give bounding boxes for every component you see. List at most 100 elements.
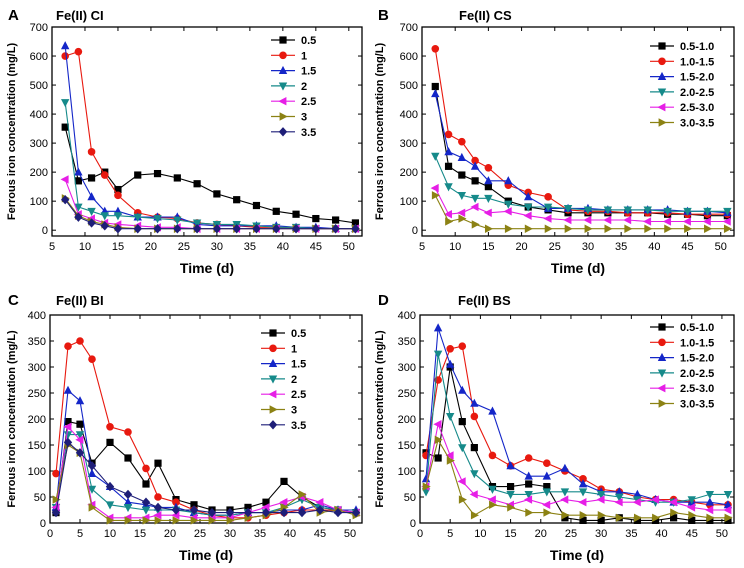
data-point (106, 438, 114, 446)
data-point (52, 469, 60, 478)
data-point (470, 202, 479, 212)
y-tick-label: 400 (400, 109, 418, 121)
data-point (315, 505, 325, 515)
legend-label: 1 (291, 343, 297, 355)
data-point (560, 495, 569, 504)
y-tick-label: 50 (404, 492, 416, 504)
data-point (192, 219, 202, 228)
data-point (87, 192, 96, 201)
legend-item: 1.0-1.5 (650, 337, 714, 349)
data-point (434, 454, 442, 462)
legend-item: 2.5-3.0 (650, 102, 714, 114)
data-point (76, 420, 84, 428)
data-point (446, 345, 454, 353)
data-point (75, 396, 85, 405)
series-1.5 (51, 385, 361, 519)
data-point (292, 210, 300, 218)
data-point (88, 503, 97, 512)
y-tick-label: 0 (42, 225, 48, 237)
series-0.5 (52, 418, 360, 517)
data-point (193, 180, 201, 188)
data-point (506, 483, 515, 491)
legend-label: 1.0-1.5 (680, 56, 714, 68)
data-point (279, 507, 289, 518)
y-tick-label: 150 (28, 440, 46, 452)
data-point (243, 507, 253, 518)
data-point (291, 224, 301, 234)
data-point (244, 503, 252, 511)
data-point (458, 342, 467, 351)
data-point (633, 513, 643, 522)
data-point (596, 495, 605, 504)
data-point (190, 516, 199, 525)
data-point (668, 498, 678, 507)
legend-marker (268, 390, 277, 399)
data-point (171, 505, 181, 515)
data-point (682, 217, 691, 226)
data-point (504, 200, 513, 209)
data-point (487, 495, 496, 504)
legend-marker (269, 329, 277, 337)
chart-title: Fe(II) BI (56, 293, 104, 308)
legend-item: 1.0-1.5 (650, 56, 714, 68)
x-tick-label: 20 (515, 241, 527, 253)
legend-item: 2.5-3.0 (650, 383, 714, 395)
chart-title: Fe(II) BS (458, 293, 511, 308)
legend-item: 2.5 (271, 96, 316, 108)
data-point (124, 428, 132, 436)
legend-item: 3.5 (261, 420, 306, 432)
y-tick-label: 200 (28, 414, 46, 426)
data-point (652, 513, 661, 522)
data-point (724, 513, 733, 522)
data-point (225, 507, 235, 518)
x-tick-label: 20 (145, 241, 157, 253)
chart-panel-a: 5 10 15 20 25 30 35 40 45 50010020030040050060070… (6, 7, 363, 276)
data-point (623, 206, 632, 215)
series-3.5 (51, 437, 361, 518)
legend-item: 0.5-1.0 (650, 41, 714, 53)
data-point (61, 52, 69, 60)
data-point (471, 156, 479, 165)
data-point (445, 359, 455, 368)
legend-item: 3 (261, 405, 297, 417)
data-point (703, 207, 712, 217)
data-point (431, 89, 440, 98)
data-point (524, 224, 533, 233)
y-tick-label: 100 (30, 196, 48, 208)
data-point (63, 385, 73, 394)
data-point (446, 456, 455, 465)
data-point (578, 488, 588, 497)
data-point (632, 498, 641, 507)
data-point (105, 501, 115, 510)
data-point (469, 490, 478, 499)
data-point (543, 203, 553, 212)
data-point (457, 191, 467, 201)
series-line (64, 126, 356, 224)
x-tick-label: 50 (343, 241, 355, 253)
data-point (723, 224, 733, 233)
data-point (643, 206, 652, 215)
x-tick-label: 30 (211, 241, 223, 253)
y-tick-label: 400 (398, 310, 416, 322)
data-point (670, 514, 678, 522)
data-point (280, 477, 288, 485)
data-point (154, 459, 162, 467)
y-tick-label: 700 (400, 22, 418, 34)
data-point (624, 224, 633, 233)
data-point (105, 481, 115, 492)
data-point (471, 220, 480, 229)
series-line (434, 195, 728, 230)
data-point (124, 516, 133, 525)
data-point (433, 323, 443, 332)
data-point (297, 507, 307, 518)
data-point (615, 493, 624, 502)
data-point (63, 431, 73, 440)
legend-label: 2 (301, 81, 307, 93)
data-point (279, 498, 288, 507)
data-point (650, 495, 659, 504)
y-tick-label: 200 (398, 414, 416, 426)
x-tick-label: 35 (625, 528, 637, 540)
data-point (583, 215, 592, 225)
data-point (52, 495, 61, 504)
panel-letter: A (8, 7, 19, 24)
